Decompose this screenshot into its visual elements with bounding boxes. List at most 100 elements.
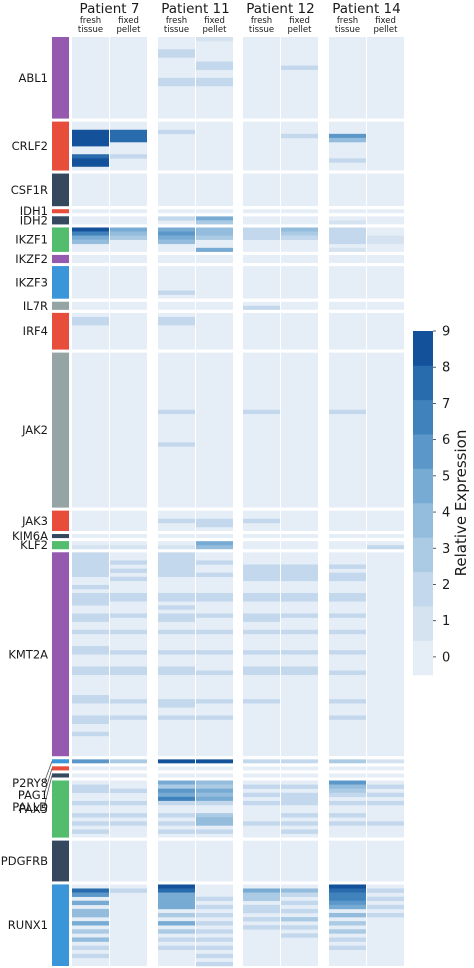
- cell-block-il7r-3: [196, 301, 233, 310]
- cell-jak3-r2-c2: [158, 518, 195, 524]
- cell-kmt2a-r6-c6: [329, 576, 366, 582]
- cell-block-csf1r-0: [72, 173, 109, 207]
- gene-color-abl1: [52, 37, 69, 119]
- cell-kmt2a-r36-c4: [243, 699, 280, 704]
- colorbar-step-7: [413, 399, 433, 435]
- cell-block-ikzf3-6: [329, 266, 366, 299]
- cell-kmt2a-r10-c0: [72, 593, 109, 598]
- cell-crlf2-r2-c1: [110, 129, 147, 135]
- cell-pax5-r5-c2: [158, 800, 195, 806]
- column-gap-3: [233, 37, 243, 966]
- cell-block-idh2-5: [281, 216, 318, 225]
- cell-kmt2a-r19-c3: [196, 629, 233, 635]
- cell-block-ikzf3-7: [367, 266, 404, 299]
- gene-label-pag1: PAG1: [18, 788, 48, 802]
- cell-block-crlf2-4: [243, 121, 280, 171]
- cell-pax5-r5-c4: [243, 800, 280, 806]
- cell-crlf2-r8-c1: [110, 154, 147, 159]
- cell-block-ikzf2-1: [110, 254, 147, 264]
- cell-runx1-r0-c6: [329, 884, 366, 889]
- colorbar-tick-4: 4: [442, 506, 450, 521]
- cell-crlf2-r9-c0: [72, 158, 109, 163]
- gene-color-pax5: [52, 780, 69, 838]
- sample-label-patient-14-fixed-pellet-1: pellet: [374, 25, 399, 35]
- cell-ikzf1-r0-c4: [243, 227, 280, 232]
- cell-pax5-r9-c3: [196, 817, 233, 822]
- cell-block-ikzf3-0: [72, 266, 109, 299]
- cell-pax5-r5-c5: [281, 800, 318, 806]
- cell-pax5-r10-c2: [158, 821, 195, 826]
- gene-label-abl1: ABL1: [19, 71, 48, 85]
- cell-block-crlf2-5: [281, 121, 318, 171]
- cell-abl1-r6-c3: [196, 61, 233, 66]
- cell-runx1-r10-c5: [281, 925, 318, 930]
- patient-label-patient-12: Patient 12: [246, 1, 314, 17]
- cell-pax5-r8-c0: [72, 813, 109, 818]
- cell-block-jak2-0: [72, 352, 109, 508]
- cell-irf4-r1-c0: [72, 316, 109, 322]
- sample-label-patient-12-fresh-tissue-0: fresh: [251, 16, 272, 26]
- colorbar-tick-7: 7: [442, 397, 450, 412]
- cell-kmt2a-r11-c4: [243, 597, 280, 602]
- cell-pax5-r2-c3: [196, 788, 233, 794]
- cell-ikzf1-r0-c0: [72, 227, 109, 232]
- cell-kmt2a-r29-c0: [72, 670, 109, 675]
- cell-block-kmt2a-7: [367, 552, 404, 757]
- cell-kmt2a-r3-c0: [72, 564, 109, 569]
- colorbar-tick-2: 2: [442, 578, 450, 593]
- cell-block-pag1-0: [72, 766, 109, 771]
- cell-block-kim6a-2: [158, 534, 195, 539]
- cell-ikzf1-r1-c0: [72, 231, 109, 236]
- cell-block-idh2-4: [243, 216, 280, 225]
- cell-runx1-r5-c4: [243, 904, 280, 910]
- gene-label-runx1: RUNX1: [8, 918, 48, 932]
- cell-pax5-r1-c7: [367, 784, 404, 789]
- cell-kmt2a-r24-c4: [243, 650, 280, 655]
- cell-pax5-r8-c5: [281, 813, 318, 818]
- cell-pax5-r5-c0: [72, 800, 109, 806]
- cell-ikzf1-r3-c2: [158, 239, 195, 245]
- cell-pax5-r1-c3: [196, 784, 233, 789]
- cell-kmt2a-r28-c4: [243, 666, 280, 671]
- cell-block-jak2-5: [281, 352, 318, 508]
- cell-block-pdgfrb-5: [281, 840, 318, 882]
- cell-block-csf1r-2: [158, 173, 195, 207]
- sample-label-patient-11-fixed-pellet-0: fixed: [204, 16, 225, 26]
- cell-runx1-r17-c3: [196, 953, 233, 959]
- cell-kmt2a-r0-c0: [72, 552, 109, 557]
- cell-crlf2-r2-c2: [158, 129, 195, 135]
- cell-block-il7r-6: [329, 301, 366, 310]
- cell-block-irf4-6: [329, 312, 366, 350]
- cell-block-il7r-5: [281, 301, 318, 310]
- cell-jak2-r22-c2: [158, 442, 195, 447]
- cell-runx1-r2-c5: [281, 892, 318, 897]
- cell-block-pag1-7: [367, 766, 404, 771]
- gene-label-csf1r: CSF1R: [11, 183, 48, 197]
- cell-runx1-r19-c3: [196, 961, 233, 967]
- cell-runx1-r11-c0: [72, 929, 109, 934]
- cell-ikzf1-r2-c7: [367, 235, 404, 240]
- cell-kmt2a-r1-c0: [72, 556, 109, 561]
- cell-block-pax5-7: [367, 780, 404, 838]
- cell-runx1-r7-c2: [158, 912, 195, 918]
- cell-runx1-r2-c2: [158, 892, 195, 897]
- colorbar-step-9: [413, 331, 433, 366]
- cell-pax5-r5-c6: [329, 800, 366, 806]
- cell-runx1-r5-c2: [158, 904, 195, 910]
- cell-runx1-r9-c2: [158, 921, 195, 926]
- cell-kmt2a-r29-c2: [158, 670, 195, 675]
- gene-color-palld: [52, 773, 69, 778]
- cell-block-palld-4: [243, 773, 280, 778]
- cell-kmt2a-r28-c1: [110, 666, 147, 671]
- cell-kmt2a-r29-c4: [243, 670, 280, 675]
- cell-pax5-r10-c3: [196, 821, 233, 826]
- gene-color-kmt2a: [52, 552, 69, 757]
- cell-block-jak3-5: [281, 510, 318, 532]
- heatmap-cells: [72, 37, 404, 967]
- sample-label-patient-14-fresh-tissue-0: fresh: [337, 16, 358, 26]
- cell-ikzf1-r2-c2: [158, 235, 195, 240]
- colorbar-tick-5: 5: [442, 469, 450, 484]
- cell-kmt2a-r15-c0: [72, 613, 109, 618]
- cell-block-pdgfrb-4: [243, 840, 280, 882]
- cell-block-idh1-2: [158, 209, 195, 214]
